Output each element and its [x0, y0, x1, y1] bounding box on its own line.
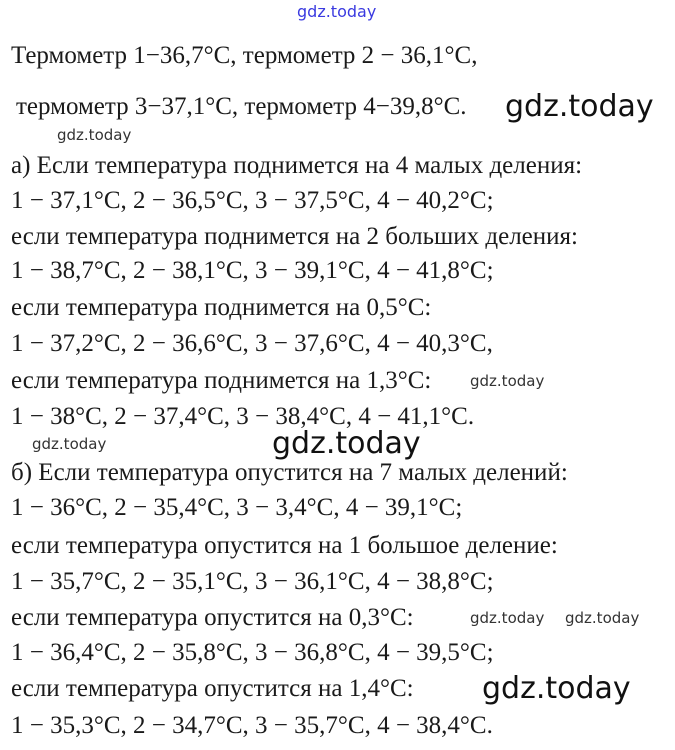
part-b-line: если температура опустится на 1,4°C: — [11, 675, 414, 702]
watermark: gdz.today — [482, 671, 631, 706]
watermark: gdz.today — [297, 2, 377, 21]
watermark: gdz.today — [505, 89, 654, 124]
part-a-line: если температура поднимется на 0,5°C: — [11, 294, 432, 321]
part-a-line: если температура поднимется на 2 больших… — [11, 223, 578, 250]
part-a-line: 1 − 37,2°C, 2 − 36,6°C, 3 − 37,6°C, 4 − … — [11, 330, 493, 357]
part-b-heading: б) Если температура опустится на 7 малых… — [11, 459, 568, 486]
part-b-line: 1 − 36,4°C, 2 − 35,8°C, 3 − 36,8°C, 4 − … — [11, 639, 494, 666]
part-b-line: если температура опустится на 0,3°C: — [11, 604, 414, 631]
watermark: gdz.today — [565, 609, 640, 627]
part-b-line: 1 − 36°C, 2 − 35,4°C, 3 − 3,4°C, 4 − 39,… — [11, 494, 463, 521]
part-a-line: 1 − 37,1°C, 2 − 36,5°C, 3 − 37,5°C, 4 − … — [11, 187, 494, 214]
intro-line: термометр 3−37,1°C, термометр 4−39,8°C. — [16, 93, 467, 120]
watermark: gdz.today — [272, 426, 421, 461]
watermark: gdz.today — [470, 609, 545, 627]
part-a-line: 1 − 38°C, 2 − 37,4°C, 3 − 38,4°C, 4 − 41… — [11, 403, 475, 430]
part-b-line: 1 − 35,7°C, 2 − 35,1°C, 3 − 36,1°C, 4 − … — [11, 568, 494, 595]
intro-line: Термометр 1−36,7°C, термометр 2 − 36,1°C… — [11, 42, 478, 69]
watermark: gdz.today — [57, 126, 132, 144]
watermark: gdz.today — [470, 372, 545, 390]
part-b-line: 1 − 35,3°C, 2 − 34,7°C, 3 − 35,7°C, 4 − … — [11, 712, 493, 739]
part-a-line: если температура поднимется на 1,3°C: — [11, 367, 432, 394]
watermark: gdz.today — [32, 435, 107, 453]
part-b-line: если температура опустится на 1 большое … — [11, 532, 558, 559]
part-a-line: 1 − 38,7°C, 2 − 38,1°C, 3 − 39,1°C, 4 − … — [11, 257, 494, 284]
part-a-heading: а) Если температура поднимется на 4 малы… — [11, 152, 583, 179]
